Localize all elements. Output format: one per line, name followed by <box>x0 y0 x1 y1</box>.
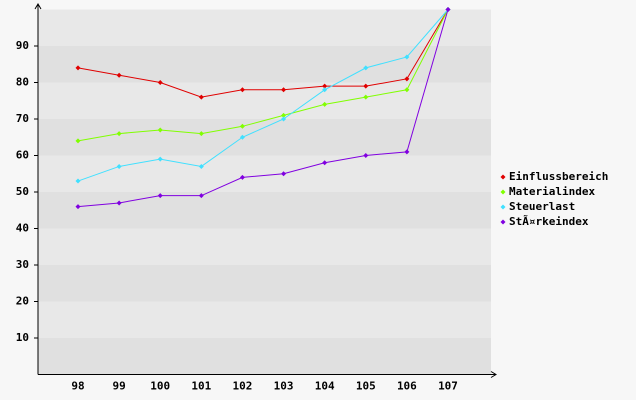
data-point <box>116 131 122 137</box>
x-tick-label: 100 <box>150 380 170 393</box>
data-point <box>322 160 328 166</box>
data-point <box>75 138 81 144</box>
x-tick-label: 101 <box>191 380 211 393</box>
legend-marker <box>500 174 506 180</box>
data-point <box>75 204 81 210</box>
x-tick-label: 106 <box>397 380 417 393</box>
x-tick-label: 98 <box>71 380 84 393</box>
legend-marker <box>500 189 506 195</box>
data-point <box>75 65 81 71</box>
data-point <box>363 83 369 89</box>
x-tick-label: 104 <box>315 380 335 393</box>
legend-label: Einflussbereich <box>509 170 608 183</box>
grid-band <box>38 301 491 338</box>
data-point <box>157 156 163 162</box>
y-tick-label: 10 <box>16 331 29 344</box>
y-tick-label: 90 <box>16 39 29 52</box>
data-point <box>322 87 328 93</box>
data-point <box>363 65 369 71</box>
grid-band <box>38 155 491 192</box>
series-line <box>77 9 449 182</box>
x-tick-label: 107 <box>438 380 458 393</box>
data-point <box>363 94 369 100</box>
y-axis-arrow <box>34 3 42 10</box>
data-point <box>75 178 81 184</box>
data-point <box>198 163 204 169</box>
y-tick-label: 20 <box>16 295 29 308</box>
y-tick-label: 30 <box>16 258 29 271</box>
data-point <box>322 101 328 107</box>
data-point <box>404 76 410 82</box>
y-tick-label: 40 <box>16 222 29 235</box>
data-point <box>281 112 287 118</box>
data-point <box>157 80 163 85</box>
grid-band <box>38 119 491 156</box>
data-point <box>116 200 122 206</box>
data-point <box>404 87 410 93</box>
y-tick-label: 80 <box>16 76 29 89</box>
data-point <box>404 54 410 60</box>
x-tick-label: 102 <box>233 380 253 393</box>
x-axis-arrow <box>490 371 497 378</box>
x-tick-label: 99 <box>112 380 125 393</box>
series-line <box>77 9 449 98</box>
y-tick-label: 60 <box>16 149 29 162</box>
data-point <box>404 149 410 155</box>
data-point <box>116 72 122 78</box>
x-tick-label: 105 <box>356 380 376 393</box>
grid-band <box>38 265 491 302</box>
series-line <box>77 9 449 142</box>
data-point <box>239 174 245 180</box>
grid-band <box>38 9 491 46</box>
data-point <box>363 153 369 158</box>
x-tick-label: 103 <box>274 380 294 393</box>
data-point <box>239 134 245 140</box>
series-line <box>77 9 449 208</box>
y-tick-label: 50 <box>16 185 29 198</box>
legend-marker <box>500 204 506 210</box>
data-point <box>157 193 163 199</box>
data-point <box>116 163 122 169</box>
data-point <box>281 116 287 122</box>
data-point <box>157 127 163 133</box>
grid-band <box>38 338 491 375</box>
data-point <box>239 87 245 93</box>
grid-band <box>38 228 491 265</box>
data-point <box>198 193 204 199</box>
grid-band <box>38 82 491 119</box>
data-point <box>198 131 204 137</box>
data-point <box>198 94 204 100</box>
data-point <box>239 123 245 129</box>
grid-band <box>38 192 491 229</box>
data-point <box>322 83 328 89</box>
legend-label: StÃ¤rkeindex <box>509 215 589 228</box>
legend-marker <box>500 219 506 225</box>
y-tick-label: 70 <box>16 112 29 125</box>
legend-label: Materialindex <box>509 185 595 198</box>
data-point <box>445 7 451 12</box>
data-point <box>281 171 287 177</box>
data-point <box>281 87 287 93</box>
legend-label: Steuerlast <box>509 200 575 213</box>
